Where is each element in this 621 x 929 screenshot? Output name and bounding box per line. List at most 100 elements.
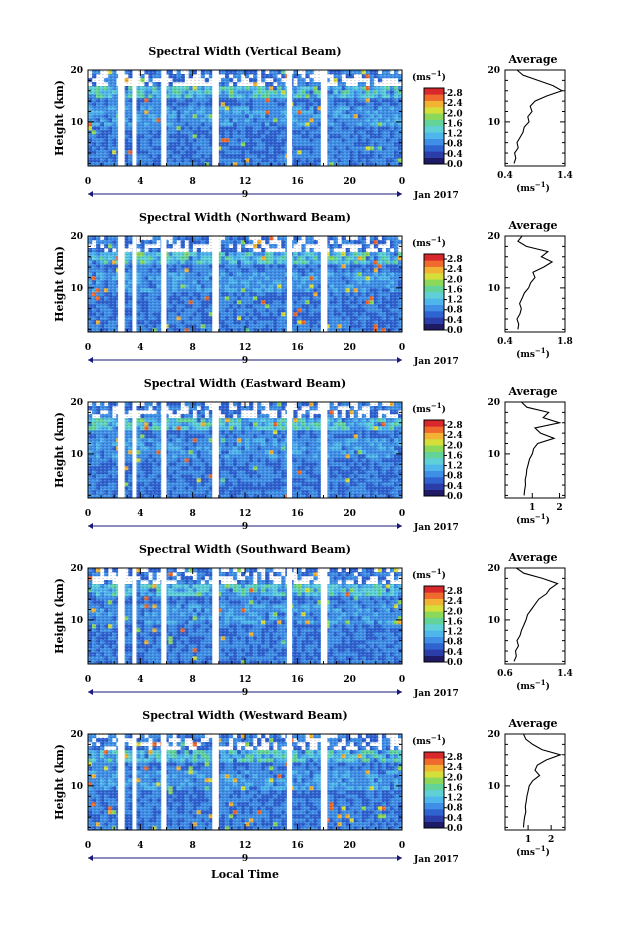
x-tick-label: 4 <box>137 343 143 353</box>
colorbar-segment <box>424 317 444 324</box>
day-label: 9 <box>242 356 248 366</box>
profile-x-tick-label: 1.4 <box>557 171 573 181</box>
colorbar-segment <box>424 323 444 331</box>
x-tick-label: 0 <box>85 177 91 187</box>
colorbar-tick-label: 1.2 <box>447 130 463 140</box>
average-title: Average <box>507 53 557 66</box>
heatmap-texture <box>88 70 402 166</box>
y-tick-label: 20 <box>70 232 83 242</box>
x-tick-label: 0 <box>85 343 91 353</box>
x-tick-label: 16 <box>291 343 304 353</box>
colorbar-segment <box>424 292 444 299</box>
colorbar-unit-label: (ms−1) <box>412 69 446 83</box>
data-gap <box>161 236 167 332</box>
x-tick-label: 20 <box>343 343 356 353</box>
x-tick-label: 8 <box>190 177 196 187</box>
profile-y-tick-label: 20 <box>487 232 500 242</box>
day-span-arrow-right <box>397 357 402 363</box>
y-axis-label: Height (km) <box>53 246 66 322</box>
day-span-arrow-left <box>88 191 93 197</box>
date-label: Jan 2017 <box>413 191 459 201</box>
colorbar-segment <box>424 254 444 261</box>
x-tick-label: 12 <box>239 177 252 187</box>
profile-frame <box>504 235 566 333</box>
y-axis-label: Height (km) <box>53 412 66 488</box>
profile-y-tick-label: 10 <box>487 118 500 128</box>
data-gap <box>212 70 219 166</box>
date-label: Jan 2017 <box>413 357 459 367</box>
colorbar-segment <box>424 311 444 318</box>
colorbar-tick-label: 2.0 <box>447 109 463 119</box>
heatmap-texture <box>88 236 402 332</box>
colorbar-segment <box>424 132 444 139</box>
colorbar-segment <box>424 126 444 133</box>
colorbar-segment <box>424 119 444 127</box>
colorbar-tick-label: 2.8 <box>447 255 463 265</box>
colorbar-tick-label: 0.8 <box>447 306 463 316</box>
profile-frame <box>504 69 566 167</box>
colorbar-segment <box>424 145 444 152</box>
panel-3: Spectral Width (Eastward Beam) Height (km… <box>53 377 566 533</box>
x-tick-label: 16 <box>291 177 304 187</box>
colorbar-segment <box>424 88 444 95</box>
colorbar-tick-label: 2.4 <box>447 99 463 109</box>
y-axis-label: Height (km) <box>53 80 66 156</box>
panel-title: Spectral Width (Eastward Beam) <box>144 377 346 390</box>
colorbar-unit-label: (ms−1) <box>412 235 446 249</box>
average-profile-line <box>513 69 564 164</box>
colorbar-segment <box>424 113 444 120</box>
colorbar-segment <box>424 266 444 274</box>
colorbar-segment <box>424 273 444 280</box>
profile-y-tick-label: 20 <box>487 66 500 76</box>
data-gap <box>286 70 293 166</box>
average-profile-line <box>516 235 554 330</box>
colorbar-segment <box>424 260 444 267</box>
colorbar-segment <box>424 100 444 108</box>
colorbar-segment <box>424 107 444 114</box>
colorbar-segment <box>424 138 444 146</box>
colorbar-frame <box>423 253 445 331</box>
colorbar-tick-label: 1.2 <box>447 296 463 306</box>
day-span-arrow-right <box>397 191 402 197</box>
day-span-arrow-left <box>88 357 93 363</box>
colorbar-segment <box>424 304 444 312</box>
colorbar-tick-label: 0.4 <box>447 316 463 326</box>
colorbar-segment <box>424 285 444 293</box>
colorbar-tick-label: 1.6 <box>447 119 463 129</box>
colorbar-tick-label: 1.6 <box>447 285 463 295</box>
y-tick-label: 10 <box>70 118 83 128</box>
colorbar-tick-label: 2.8 <box>447 89 463 99</box>
colorbar-segment <box>424 94 444 101</box>
panel-1: Spectral Width (Vertical Beam)Height (km… <box>53 45 573 201</box>
colorbar-segment <box>424 298 444 305</box>
data-gap <box>132 236 137 332</box>
data-gap <box>286 236 293 332</box>
day-label: 9 <box>242 190 248 200</box>
data-gap <box>212 236 219 332</box>
panel-2: Spectral Width (Northward Beam)Height (k… <box>53 211 573 367</box>
colorbar-tick-label: 2.0 <box>447 275 463 285</box>
colorbar-segment <box>424 157 444 165</box>
y-tick-label: 20 <box>70 66 83 76</box>
x-tick-label: 12 <box>239 343 252 353</box>
colorbar-tick-label: 2.4 <box>447 265 463 275</box>
x-tick-label: 4 <box>137 177 143 187</box>
colorbar-segment <box>424 151 444 158</box>
data-gap <box>132 70 137 166</box>
average-title: Average <box>507 219 557 232</box>
data-gap <box>320 236 328 332</box>
colorbar-tick-label: 0.0 <box>447 160 463 170</box>
colorbar-tick-label: 0.4 <box>447 150 463 160</box>
x-tick-label: 20 <box>343 177 356 187</box>
data-gap <box>161 70 167 166</box>
profile-y-tick-label: 10 <box>487 284 500 294</box>
x-tick-label: 0 <box>399 343 405 353</box>
y-tick-label: 10 <box>70 284 83 294</box>
profile-unit-label: (ms−1) <box>516 346 550 360</box>
data-gap <box>320 70 328 166</box>
x-tick-label: 8 <box>190 343 196 353</box>
profile-unit-label: (ms−1) <box>516 180 550 194</box>
profile-x-tick-label: 1.8 <box>557 337 573 347</box>
profile-x-tick-label: 0.4 <box>497 337 513 347</box>
